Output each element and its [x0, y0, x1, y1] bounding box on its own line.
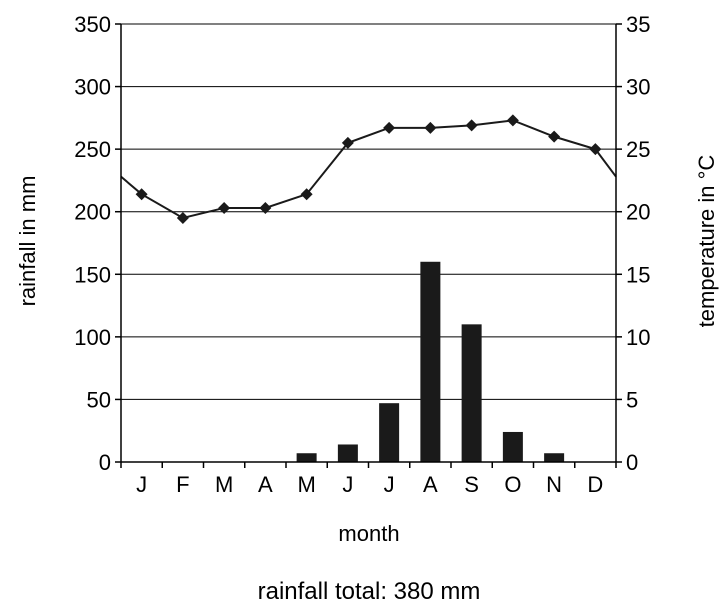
temperature-marker	[465, 119, 478, 132]
temperature-marker	[506, 114, 519, 127]
x-tick-label: M	[215, 472, 233, 497]
y2-tick-label: 30	[626, 75, 650, 100]
y-tick-label: 250	[74, 137, 111, 162]
y2-tick-label: 35	[626, 12, 650, 37]
x-tick-label: J	[342, 472, 353, 497]
temperature-marker	[259, 201, 272, 214]
temperature-marker	[300, 188, 313, 201]
y-tick-label: 300	[74, 75, 111, 100]
x-tick-label: A	[423, 472, 438, 497]
temperature-marker	[176, 211, 189, 224]
x-axis-title: month	[338, 521, 399, 546]
temperature-line	[120, 114, 617, 224]
y2-tick-label: 10	[626, 325, 650, 350]
temperature-marker	[424, 121, 437, 134]
rainfall-bar	[544, 453, 565, 462]
y-axis-title: rainfall in mm	[15, 176, 40, 307]
x-tick-label: F	[176, 472, 189, 497]
x-tick-label: O	[504, 472, 521, 497]
temperature-marker	[589, 143, 602, 156]
y-tick-label: 150	[74, 262, 111, 287]
y2-tick-label: 15	[626, 262, 650, 287]
y2-tick-label: 25	[626, 137, 650, 162]
x-tick-label: N	[546, 472, 562, 497]
temperature-marker	[383, 121, 396, 134]
x-tick-label: S	[464, 472, 479, 497]
x-tick-label: J	[384, 472, 395, 497]
rainfall-bars	[296, 261, 565, 462]
rainfall-bar	[296, 453, 317, 462]
x-tick-label: D	[587, 472, 603, 497]
y-tick-label: 200	[74, 200, 111, 225]
temperature-marker	[135, 188, 148, 201]
rainfall-bar	[337, 444, 358, 462]
y2-axis-title: temperature in °C	[694, 155, 719, 328]
y-tick-label: 100	[74, 325, 111, 350]
gridlines	[121, 23, 616, 400]
rainfall-bar	[420, 261, 441, 462]
temperature-polyline	[120, 119, 617, 220]
y2-tick-label: 20	[626, 200, 650, 225]
rainfall-bar	[502, 431, 523, 462]
temperature-marker	[548, 130, 561, 143]
y-tick-label: 350	[74, 12, 111, 37]
y-tick-label: 50	[87, 387, 111, 412]
rainfall-bar	[379, 403, 400, 462]
temperature-marker	[218, 201, 231, 214]
y-tick-label: 0	[99, 450, 111, 475]
y2-tick-label: 5	[626, 387, 638, 412]
rainfall-bar	[461, 324, 482, 462]
rainfall-total-annotation: rainfall total: 380 mm	[258, 578, 481, 605]
temperature-marker	[341, 136, 354, 149]
x-tick-label: A	[258, 472, 273, 497]
y2-tick-label: 0	[626, 450, 638, 475]
x-tick-label: J	[136, 472, 147, 497]
axes	[115, 23, 622, 468]
x-tick-label: M	[297, 472, 315, 497]
